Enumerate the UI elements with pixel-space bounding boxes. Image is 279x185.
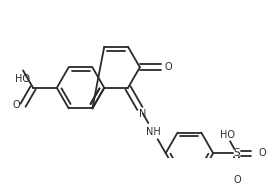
Text: O: O — [164, 62, 172, 72]
Text: HO: HO — [16, 74, 30, 84]
Text: O: O — [233, 175, 241, 185]
Text: N: N — [139, 109, 146, 119]
Text: S: S — [234, 148, 240, 158]
Text: O: O — [259, 148, 266, 158]
Text: NH: NH — [146, 127, 161, 137]
Text: HO: HO — [220, 130, 235, 139]
Text: O: O — [13, 100, 20, 110]
